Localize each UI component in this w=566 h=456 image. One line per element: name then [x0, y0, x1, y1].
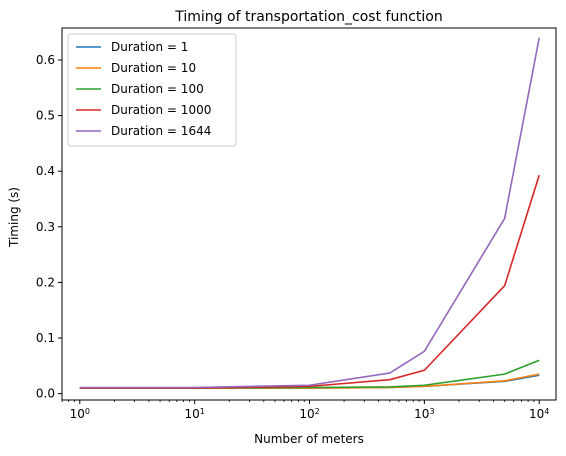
legend-label-3: Duration = 100: [111, 82, 204, 96]
y-tick-label-6: 0.5: [36, 109, 55, 123]
y-axis-label: Timing (s): [7, 187, 21, 248]
legend: Duration = 1 Duration = 10 Duration = 100 D…: [67, 33, 237, 147]
y-tick-label-7: 0.6: [36, 53, 55, 67]
x-tick-label-5: 104: [529, 407, 549, 422]
legend-label-1: Duration = 1: [111, 40, 188, 54]
legend-label-2: Duration = 10: [111, 61, 196, 75]
y-tick-label-2: 0.1: [36, 331, 55, 345]
plot-frame: [61, 27, 557, 401]
legend-label-4: Duration = 1000: [111, 103, 211, 117]
legend-label-5: Duration = 1644: [111, 124, 211, 138]
y-tick-label-3: 0.2: [36, 275, 55, 289]
y-ticks: 0.0 0.1 0.2 0.3 0.4 0.5 0.6: [36, 53, 62, 401]
x-ticks: 100 101 102 103 104: [61, 400, 549, 422]
x-tick-label-4: 103: [414, 407, 434, 422]
chart-title: Timing of transportation_cost function: [174, 9, 442, 25]
series-line-5: [79, 37, 541, 389]
series-layer: [79, 37, 541, 389]
x-tick-label-2: 101: [184, 407, 204, 422]
y-tick-label-5: 0.4: [36, 164, 55, 178]
y-tick-label-4: 0.3: [36, 220, 55, 234]
x-tick-label-1: 100: [70, 407, 90, 422]
series-line-4: [79, 174, 540, 389]
x-axis-label: Number of meters: [254, 432, 364, 446]
x-tick-label-3: 102: [299, 407, 319, 422]
legend-box: [67, 33, 237, 147]
y-tick-label-1: 0.0: [36, 387, 55, 401]
